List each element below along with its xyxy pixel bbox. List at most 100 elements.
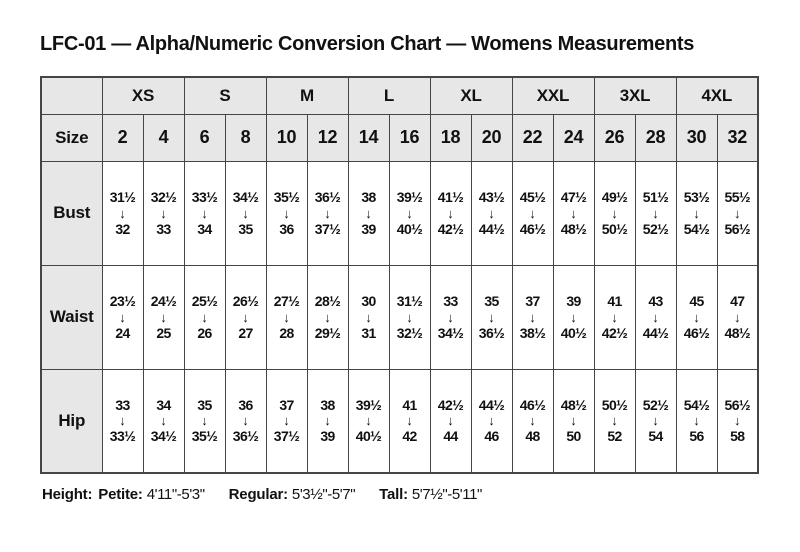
- measurement-range: 49½ ↓ 50½: [595, 190, 635, 236]
- measurement-range: 45 ↓ 46½: [677, 294, 717, 340]
- measurement-range: 46½ ↓ 48: [513, 396, 553, 444]
- down-arrow-icon: ↓: [365, 205, 372, 221]
- alpha-size-header: 4XL: [675, 76, 759, 115]
- range-from: 31½: [109, 188, 136, 205]
- down-arrow-icon: ↓: [201, 205, 208, 221]
- down-arrow-icon: ↓: [406, 205, 413, 221]
- range-from: 52½: [642, 396, 669, 413]
- measurement-cell: 39 ↓ 40½: [552, 264, 595, 370]
- measurement-range: 52½ ↓ 54: [636, 396, 676, 444]
- measurement-range: 39 ↓ 40½: [554, 294, 594, 340]
- measurement-range: 23½ ↓ 24: [103, 294, 143, 340]
- measurement-range: 33 ↓ 34½: [431, 294, 471, 340]
- range-from: 33: [115, 396, 130, 413]
- measurement-cell: 24½ ↓ 25: [142, 264, 185, 370]
- range-from: 32½: [150, 188, 177, 205]
- range-from: 25½: [191, 292, 218, 309]
- range-from: 39½: [355, 396, 382, 413]
- measurement-range: 54½ ↓ 56: [677, 397, 717, 444]
- measurement-range: 44½ ↓ 46: [472, 397, 512, 444]
- measurement-cell: 35½ ↓ 36: [265, 160, 308, 266]
- range-from: 34: [156, 396, 171, 413]
- down-arrow-icon: ↓: [324, 413, 331, 429]
- measurement-row: Bust 31½ ↓ 32 32½ ↓ 33 33½ ↓ 34 34½ ↓ 35 35½ ↓ 36 36½ ↓ 37…: [40, 160, 759, 266]
- numeric-size-header: 16: [388, 113, 431, 162]
- measurement-range: 24½ ↓ 25: [144, 294, 184, 340]
- measurement-cell: 23½ ↓ 24: [101, 264, 144, 370]
- numeric-size-header: 22: [511, 113, 554, 162]
- down-arrow-icon: ↓: [160, 309, 167, 325]
- height-segment: Petite: 4'11"-5'3": [98, 486, 205, 503]
- range-from: 55½: [724, 188, 751, 205]
- measurement-cell: 35 ↓ 35½: [183, 368, 226, 474]
- range-from: 28½: [314, 292, 341, 309]
- down-arrow-icon: ↓: [119, 309, 126, 325]
- range-from: 24½: [150, 292, 177, 309]
- measurement-range: 34½ ↓ 35: [226, 190, 266, 236]
- numeric-size-header: 32: [716, 113, 759, 162]
- range-from: 47½: [560, 188, 587, 205]
- range-from: 41: [402, 396, 417, 413]
- height-segment-label: Tall:: [379, 486, 408, 503]
- numeric-size-header: 8: [224, 113, 267, 162]
- measurement-cell: 39½ ↓ 40½: [347, 368, 390, 474]
- range-to: 34: [197, 220, 212, 237]
- range-from: 46½: [519, 396, 546, 413]
- down-arrow-icon: ↓: [242, 205, 249, 221]
- measurement-cell: 51½ ↓ 52½: [634, 160, 677, 266]
- range-to: 40½: [396, 220, 423, 237]
- size-row-label: Size: [40, 113, 103, 162]
- range-to: 39: [361, 220, 376, 237]
- range-to: 48½: [560, 220, 587, 237]
- range-from: 37: [279, 396, 294, 413]
- range-to: 48½: [724, 324, 751, 341]
- range-to: 36: [279, 220, 294, 237]
- numeric-size-header: 28: [634, 113, 677, 162]
- numeric-size-header: 14: [347, 113, 390, 162]
- measurement-cell: 48½ ↓ 50: [552, 368, 595, 474]
- range-to: 44½: [478, 220, 505, 237]
- measurement-range: 31½ ↓ 32½: [390, 294, 430, 340]
- measurement-cell: 33 ↓ 34½: [429, 264, 472, 370]
- measurement-cell: 37 ↓ 37½: [265, 368, 308, 474]
- down-arrow-icon: ↓: [324, 205, 331, 221]
- down-arrow-icon: ↓: [529, 309, 536, 325]
- measurement-cell: 32½ ↓ 33: [142, 160, 185, 266]
- measurement-cell: 53½ ↓ 54½: [675, 160, 718, 266]
- range-to: 26: [197, 324, 212, 341]
- measurement-range: 36½ ↓ 37½: [308, 190, 348, 236]
- height-label: Height:: [42, 486, 93, 503]
- height-segment-label: Regular:: [228, 486, 288, 503]
- measurement-range: 33 ↓ 33½: [103, 396, 143, 444]
- down-arrow-icon: ↓: [242, 413, 249, 429]
- height-segment: Tall: 5'7½"-5'11": [379, 486, 482, 503]
- range-to: 58: [730, 428, 745, 445]
- range-to: 29½: [314, 324, 341, 341]
- measurement-range: 47½ ↓ 48½: [554, 190, 594, 236]
- range-from: 33½: [191, 188, 218, 205]
- measurement-range: 42½ ↓ 44: [431, 397, 471, 445]
- measurement-row: Waist 23½ ↓ 24 24½ ↓ 25 25½ ↓ 26 26½ ↓ 27 27½ ↓ 28 28½ ↓ 2…: [40, 264, 759, 370]
- measurement-range: 35 ↓ 36½: [472, 294, 512, 340]
- measurement-range: 37 ↓ 37½: [267, 396, 307, 444]
- range-to: 42: [402, 428, 417, 445]
- range-to: 34½: [150, 428, 177, 445]
- measurement-cell: 49½ ↓ 50½: [593, 160, 636, 266]
- numeric-size-header: 4: [142, 113, 185, 162]
- down-arrow-icon: ↓: [447, 309, 454, 325]
- measurement-row-label: Bust: [40, 160, 103, 266]
- range-from: 23½: [109, 292, 136, 309]
- down-arrow-icon: ↓: [242, 309, 249, 325]
- range-to: 31: [361, 324, 376, 341]
- height-segment: Regular: 5'3½"-5'7": [228, 486, 356, 503]
- range-to: 44: [443, 428, 458, 445]
- down-arrow-icon: ↓: [201, 309, 208, 325]
- range-from: 50½: [601, 396, 628, 413]
- down-arrow-icon: ↓: [488, 309, 495, 325]
- range-from: 31½: [396, 292, 423, 309]
- measurement-range: 36 ↓ 36½: [226, 397, 266, 444]
- range-from: 41½: [437, 188, 464, 205]
- numeric-size-header: 20: [470, 113, 513, 162]
- range-to: 52: [607, 428, 622, 445]
- measurement-range: 30 ↓ 31: [349, 294, 389, 340]
